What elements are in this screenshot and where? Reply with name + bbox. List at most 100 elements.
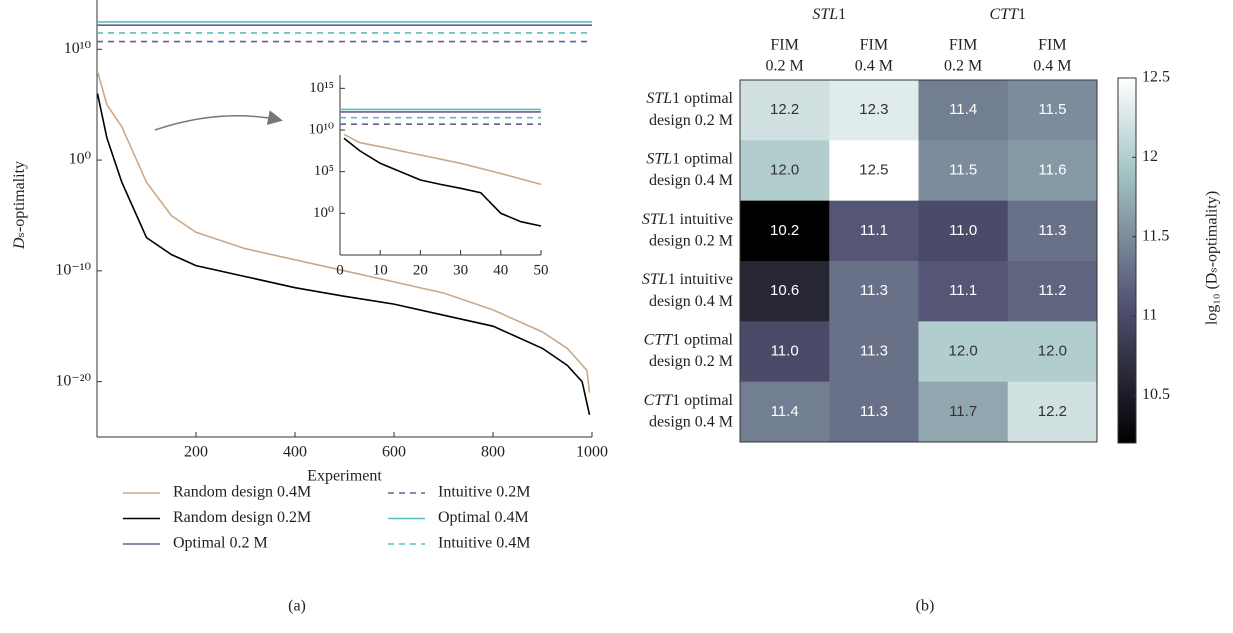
y-tick-label: 10⁻¹⁰ bbox=[55, 262, 91, 279]
cell-label: 11.4 bbox=[771, 403, 799, 420]
y-tick-label: 10¹⁰ bbox=[64, 40, 91, 57]
colorbar-tick-label: 12.5 bbox=[1142, 69, 1170, 86]
heatmap-cell bbox=[829, 140, 919, 202]
cell-label: 11.3 bbox=[860, 403, 888, 420]
legend-label: Intuitive 0.4M bbox=[438, 535, 530, 552]
heatmap-cell bbox=[829, 321, 919, 383]
row-label: design 0.2 M bbox=[649, 112, 733, 129]
series-line bbox=[343, 133, 542, 186]
row-label: STL1 intuitive bbox=[642, 271, 733, 288]
legend-label: Optimal 0.4M bbox=[438, 509, 529, 526]
cell-label: 11.5 bbox=[949, 161, 977, 178]
row-label: design 0.4 M bbox=[649, 293, 733, 310]
cell-label: 11.2 bbox=[1038, 282, 1066, 299]
x-tick-label: 200 bbox=[184, 444, 208, 461]
heatmap-cell bbox=[829, 80, 919, 141]
cell-label: 12.0 bbox=[1038, 342, 1067, 359]
column-label: FIM bbox=[860, 37, 888, 54]
heatmap-cell bbox=[918, 200, 1009, 262]
row-label: design 0.2 M bbox=[649, 353, 733, 370]
heatmap-cell bbox=[918, 261, 1009, 322]
column-group-label: STL1 bbox=[812, 6, 846, 23]
series-line bbox=[96, 93, 591, 415]
cell-label: 11.6 bbox=[1038, 161, 1066, 178]
cell-label: 12.2 bbox=[770, 101, 799, 118]
column-label: FIM bbox=[949, 37, 977, 54]
heatmap-cell bbox=[740, 261, 830, 322]
column-label: 0.4 M bbox=[1033, 58, 1071, 75]
heatmap-cell bbox=[829, 261, 919, 322]
heatmap-cell bbox=[1007, 140, 1098, 202]
heatmap-cell bbox=[1007, 200, 1098, 262]
heatmap-cell bbox=[829, 200, 919, 262]
row-label: STL1 optimal bbox=[646, 90, 733, 107]
x-tick-label: 800 bbox=[481, 444, 505, 461]
heatmap-cell bbox=[918, 321, 1009, 383]
colorbar-tick-label: 10.5 bbox=[1142, 386, 1170, 403]
y-tick-label: 10¹⁵ bbox=[309, 80, 334, 96]
row-label: design 0.4 M bbox=[649, 172, 733, 189]
y-tick-label: 10⁵ bbox=[314, 163, 334, 179]
cell-label: 11.0 bbox=[771, 342, 799, 359]
x-tick-label: 40 bbox=[493, 262, 508, 278]
heatmap-cell bbox=[740, 200, 830, 262]
y-tick-label: 10⁻²⁰ bbox=[55, 372, 91, 389]
heatmap-cell bbox=[740, 321, 830, 383]
heatmap-cell bbox=[918, 381, 1009, 443]
cell-label: 12.0 bbox=[770, 161, 799, 178]
heatmap-cell bbox=[918, 140, 1009, 202]
cell-label: 12.5 bbox=[859, 161, 888, 178]
cell-label: 10.6 bbox=[770, 282, 799, 299]
series-line bbox=[96, 71, 591, 393]
x-axis-label: Experiment bbox=[307, 468, 382, 485]
heatmap-frame bbox=[739, 79, 1098, 443]
caption: (a) bbox=[288, 598, 306, 615]
heatmap-cell bbox=[740, 381, 830, 443]
cell-label: 11.1 bbox=[949, 282, 977, 299]
column-label: FIM bbox=[770, 37, 798, 54]
cell-label: 12.3 bbox=[859, 101, 888, 118]
cell-label: 11.1 bbox=[860, 222, 888, 239]
colorbar-tick-label: 11.5 bbox=[1142, 227, 1169, 244]
heatmap-cell bbox=[1007, 381, 1098, 443]
legend-label: Random design 0.2M bbox=[173, 509, 311, 526]
legend-label: Optimal 0.2 M bbox=[173, 535, 268, 552]
column-label: 0.2 M bbox=[944, 58, 982, 75]
row-label: STL1 intuitive bbox=[642, 211, 733, 228]
column-label: FIM bbox=[1038, 37, 1066, 54]
cell-label: 11.5 bbox=[1038, 101, 1066, 118]
series-line bbox=[343, 137, 542, 227]
inset-arrow bbox=[154, 110, 283, 131]
heatmap-cell bbox=[1007, 321, 1098, 383]
cell-label: 11.0 bbox=[949, 222, 977, 239]
colorbar-label: log₁₀ (Dₛ-optimality) bbox=[1204, 191, 1221, 325]
colorbar-tick-label: 12 bbox=[1142, 148, 1158, 165]
cell-label: 10.2 bbox=[770, 222, 799, 239]
cell-label: 12.0 bbox=[949, 342, 978, 359]
cell-label: 11.3 bbox=[1038, 222, 1066, 239]
legend-label: Random design 0.4M bbox=[173, 484, 311, 501]
cell-label: 11.3 bbox=[860, 342, 888, 359]
cell-label: 11.3 bbox=[860, 282, 888, 299]
cell-label: 11.4 bbox=[949, 101, 977, 118]
heatmap-cell bbox=[1007, 80, 1098, 141]
cell-label: 11.7 bbox=[949, 403, 977, 420]
heatmap-cell bbox=[918, 80, 1009, 141]
x-tick-label: 10 bbox=[373, 262, 388, 278]
x-tick-label: 50 bbox=[534, 262, 549, 278]
caption: (b) bbox=[916, 598, 935, 615]
x-tick-label: 400 bbox=[283, 444, 307, 461]
heatmap-cell bbox=[740, 140, 830, 202]
y-axis-label: Dₛ-optimality bbox=[11, 161, 28, 250]
row-label: CTT1 optimal bbox=[644, 331, 734, 348]
column-group-label: CTT1 bbox=[990, 6, 1026, 23]
heatmap-cell bbox=[1007, 261, 1098, 322]
row-label: design 0.2 M bbox=[649, 233, 733, 250]
colorbar-tick-label: 11 bbox=[1142, 307, 1157, 324]
x-tick-label: 0 bbox=[336, 262, 344, 278]
row-label: CTT1 optimal bbox=[644, 392, 734, 409]
row-label: STL1 optimal bbox=[646, 150, 733, 167]
x-tick-label: 1000 bbox=[576, 444, 608, 461]
y-tick-label: 10⁰ bbox=[313, 205, 334, 221]
heatmap-cell bbox=[829, 381, 919, 443]
